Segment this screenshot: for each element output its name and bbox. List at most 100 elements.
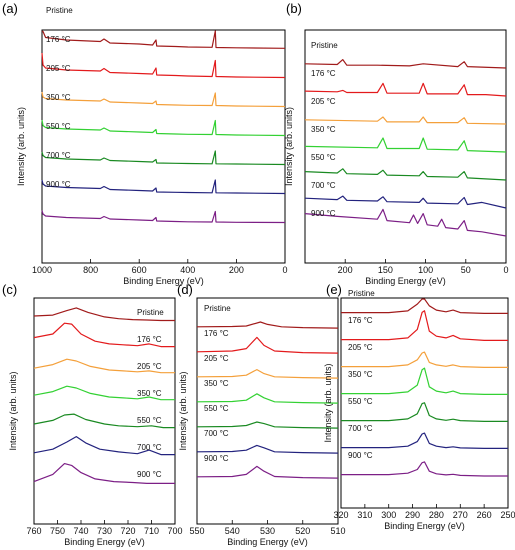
series-line-Pristine [341,298,508,314]
series-label: 205 °C [137,362,162,371]
x-axis-label: Binding Energy (eV) [64,537,145,547]
x-tick-label: 730 [97,526,112,536]
panel-label: (b) [286,1,302,16]
y-axis-label: Intensity (arb. units) [178,371,188,450]
series-label: Pristine [137,308,164,317]
x-tick-label: 0 [503,265,508,275]
series-line-176C [33,322,175,348]
panel-b: (b) 200 150 100 50 0 Binding Energy (eV) Intens… [284,1,509,286]
y-axis-label: Intensity (arb. units) [8,371,18,450]
series-line-350C [304,137,507,153]
series-label: 900 °C [204,454,229,463]
panel-label: (a) [2,1,18,16]
series-label: 205 °C [46,64,71,73]
series-label: 176 °C [311,69,336,78]
x-tick-label: 260 [477,510,492,520]
series-line-550C [341,402,508,422]
x-tick-label: 150 [378,265,393,275]
series-line-700C [33,436,175,456]
series-label: 176 °C [348,316,373,325]
series-line-700C [341,432,508,449]
x-axis-label: Binding Energy (eV) [227,537,308,547]
series-line-900C [33,463,175,484]
x-tick-label: 700 [167,526,182,536]
x-tick-label: 520 [295,526,310,536]
series-line-550C [33,413,175,429]
series-line-176C [196,336,339,354]
series-line-350C [196,393,339,404]
series-label: 350 °C [311,125,336,134]
x-tick-label: 400 [180,265,195,275]
series-label: 350 °C [137,389,162,398]
series-line-205C [196,369,339,379]
series-label: 205 °C [311,97,336,106]
series-line-205C [304,116,507,125]
series-line-900C [196,465,339,479]
panel-c: (c) 760 750 740 730 720 710 700 Binding Energy (… [2,282,183,547]
series-label: 700 °C [46,151,71,160]
x-tick-label: 540 [225,526,240,536]
x-tick-label: 740 [73,526,88,536]
series-line-550C [196,421,339,429]
series-label: Pristine [311,41,338,50]
series-label: 700 °C [137,443,162,452]
panel-d: (d) 550 540 530 520 510 Binding Energy (eV) Int… [177,282,346,547]
x-tick-label: 300 [381,510,396,520]
series-label: 176 °C [46,35,71,44]
x-axis-label: Binding Energy (eV) [123,276,204,286]
series-line-700C [304,195,507,209]
series-label: 176 °C [204,329,229,338]
series-line-350C [33,385,175,401]
series-label: 550 °C [46,122,71,131]
series-label: 550 °C [311,153,336,162]
series-line-550C [304,168,507,181]
series-label: 900 °C [46,180,71,189]
x-tick-label: 290 [405,510,420,520]
panel-e: (e) 320 310 300 290 280 270 260 250 Binding Energ… [323,282,515,531]
series-line-176C [304,82,507,97]
y-axis-label: Intensity (arb. units) [16,107,26,186]
x-tick-label: 550 [189,526,204,536]
x-axis-label: Binding Energy (eV) [384,521,465,531]
x-tick-label: 270 [453,510,468,520]
y-axis-label: Intensity (arb. units) [284,107,294,186]
x-tick-label: 280 [429,510,444,520]
series-label: 550 °C [137,416,162,425]
panel-label: (e) [326,282,342,297]
y-axis-label: Intensity (arb. units) [323,363,333,442]
plot-frame [340,297,509,509]
x-tick-label: 510 [330,526,345,536]
series-line-550C [41,150,286,166]
series-line-205C [41,91,286,108]
x-tick-label: 720 [120,526,135,536]
series-label: 700 °C [204,429,229,438]
x-tick-label: 800 [83,265,98,275]
series-label: 700 °C [311,181,336,190]
panel-a: (a) 1000 800 600 400 200 0 Binding Energy (eV) I… [2,1,288,286]
series-label: 900 °C [311,209,336,218]
x-tick-label: 100 [418,265,433,275]
series-label: 176 °C [137,335,162,344]
series-line-700C [41,179,286,195]
x-tick-label: 750 [50,526,65,536]
series-line-350C [341,367,508,395]
series-label: 900 °C [137,470,162,479]
series-line-176C [41,52,286,79]
panel-label: (c) [2,282,17,297]
series-line-Pristine [196,321,339,329]
series-line-Pristine [33,307,175,322]
series-line-900C [304,208,507,237]
series-label: Pristine [348,289,375,298]
x-axis-label: Binding Energy (eV) [365,276,446,286]
x-tick-label: 600 [132,265,147,275]
series-line-Pristine [304,58,507,69]
x-tick-label: 0 [282,265,287,275]
series-line-176C [341,310,508,341]
x-tick-label: 200 [338,265,353,275]
x-tick-label: 760 [26,526,41,536]
series-line-900C [41,210,286,224]
x-tick-label: 200 [229,265,244,275]
x-tick-label: 530 [260,526,275,536]
series-label: 550 °C [348,397,373,406]
series-label: 205 °C [204,354,229,363]
